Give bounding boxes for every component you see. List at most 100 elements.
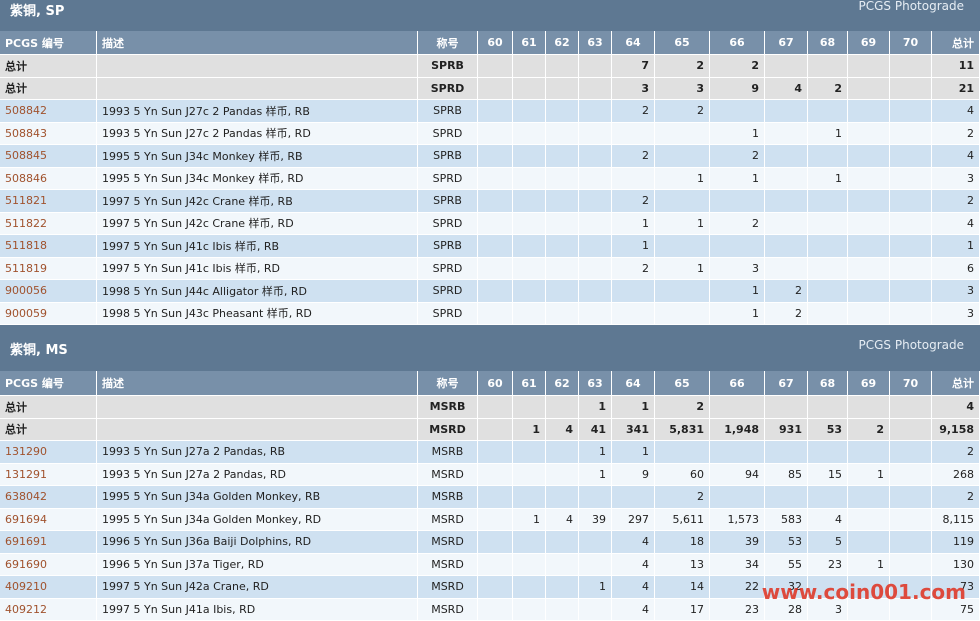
table-cell: 23: [808, 553, 848, 576]
table-cell: [513, 576, 546, 599]
cert-link[interactable]: 511822: [0, 212, 97, 235]
cert-link[interactable]: 900059: [0, 302, 97, 325]
table-cell: [765, 212, 808, 235]
cert-link[interactable]: 511818: [0, 235, 97, 258]
table-cell: [890, 212, 932, 235]
table-cell: [513, 167, 546, 190]
cert-link[interactable]: 511819: [0, 257, 97, 280]
table-cell: [546, 145, 579, 168]
table-cell: 1: [655, 212, 710, 235]
table-cell: [478, 598, 513, 621]
brand-link[interactable]: PCGS Photograde: [858, 0, 964, 13]
table-cell: 2: [765, 280, 808, 303]
cert-link[interactable]: 638042: [0, 486, 97, 509]
cert-link[interactable]: 409210: [0, 576, 97, 599]
table-cell: [848, 576, 890, 599]
table-cell: 39: [710, 531, 765, 554]
table-cell: 17: [655, 598, 710, 621]
table-cell: 6: [932, 257, 980, 280]
table-cell: 1: [612, 441, 655, 464]
table-cell: [478, 302, 513, 325]
brand-link[interactable]: PCGS Photograde: [858, 338, 964, 352]
column-header: 68: [808, 371, 848, 396]
table-cell: [478, 122, 513, 145]
column-header: 62: [546, 31, 579, 55]
cert-link[interactable]: 508846: [0, 167, 97, 190]
table-cell: [765, 441, 808, 464]
table-cell: 1997 5 Yn Sun J42c Crane 样币, RD: [97, 212, 418, 235]
column-header: 称号: [418, 371, 478, 396]
table-cell: [513, 396, 546, 419]
table-cell: [890, 257, 932, 280]
cert-link[interactable]: 409212: [0, 598, 97, 621]
table-cell: [579, 55, 612, 78]
table-cell: 28: [765, 598, 808, 621]
table-cell: 2: [710, 212, 765, 235]
table-cell: [848, 257, 890, 280]
table-cell: [808, 396, 848, 419]
table-cell: [655, 235, 710, 258]
table-cell: [579, 235, 612, 258]
table-cell: 268: [932, 463, 980, 486]
table-cell: 1996 5 Yn Sun J36a Baiji Dolphins, RD: [97, 531, 418, 554]
table-cell: 2: [655, 100, 710, 123]
table-cell: 1993 5 Yn Sun J27c 2 Pandas 样币, RD: [97, 122, 418, 145]
table-cell: [808, 145, 848, 168]
table-cell: 2: [932, 441, 980, 464]
table-cell: [765, 122, 808, 145]
table-cell: 1: [579, 396, 612, 419]
table-cell: [579, 553, 612, 576]
table-cell: 22: [710, 576, 765, 599]
table-cell: 297: [612, 508, 655, 531]
table-cell: [890, 235, 932, 258]
table-cell: [848, 190, 890, 213]
table-cell: SPRD: [418, 302, 478, 325]
table-cell: [612, 280, 655, 303]
table-cell: 3: [932, 302, 980, 325]
table-cell: [478, 190, 513, 213]
table-cell: [546, 396, 579, 419]
table-cell: SPRD: [418, 257, 478, 280]
table-cell: MSRB: [418, 441, 478, 464]
cert-link[interactable]: 691694: [0, 508, 97, 531]
table-cell: [848, 235, 890, 258]
column-header: 61: [513, 371, 546, 396]
table-cell: [513, 280, 546, 303]
cert-link[interactable]: 691690: [0, 553, 97, 576]
table-cell: [655, 441, 710, 464]
cert-link[interactable]: 508842: [0, 100, 97, 123]
column-header: 64: [612, 371, 655, 396]
table-cell: 583: [765, 508, 808, 531]
table-cell: [765, 55, 808, 78]
table-cell: SPRB: [418, 190, 478, 213]
table-cell: 3: [612, 77, 655, 100]
table-cell: 1: [579, 441, 612, 464]
table-cell: [655, 302, 710, 325]
table-cell: 1,948: [710, 418, 765, 441]
table-cell: SPRB: [418, 235, 478, 258]
table-cell: MSRB: [418, 396, 478, 419]
cert-link[interactable]: 511821: [0, 190, 97, 213]
cert-link[interactable]: 131290: [0, 441, 97, 464]
table-cell: [808, 280, 848, 303]
table-cell: [710, 235, 765, 258]
table-cell: SPRB: [418, 55, 478, 78]
cert-link[interactable]: 900056: [0, 280, 97, 303]
table-cell: [890, 280, 932, 303]
table-cell: [546, 598, 579, 621]
table-cell: 1: [848, 463, 890, 486]
table-cell: 1997 5 Yn Sun J41c Ibis 样币, RD: [97, 257, 418, 280]
table-cell: [848, 100, 890, 123]
table-cell: [848, 441, 890, 464]
cert-link[interactable]: 508845: [0, 145, 97, 168]
cert-link[interactable]: 691691: [0, 531, 97, 554]
cert-link[interactable]: 131291: [0, 463, 97, 486]
table-cell: 34: [710, 553, 765, 576]
cert-link[interactable]: 508843: [0, 122, 97, 145]
table-cell: 总计: [0, 55, 97, 78]
table-cell: 1997 5 Yn Sun J41a Ibis, RD: [97, 598, 418, 621]
table-cell: [546, 55, 579, 78]
table-cell: 2: [932, 190, 980, 213]
table-cell: [765, 167, 808, 190]
